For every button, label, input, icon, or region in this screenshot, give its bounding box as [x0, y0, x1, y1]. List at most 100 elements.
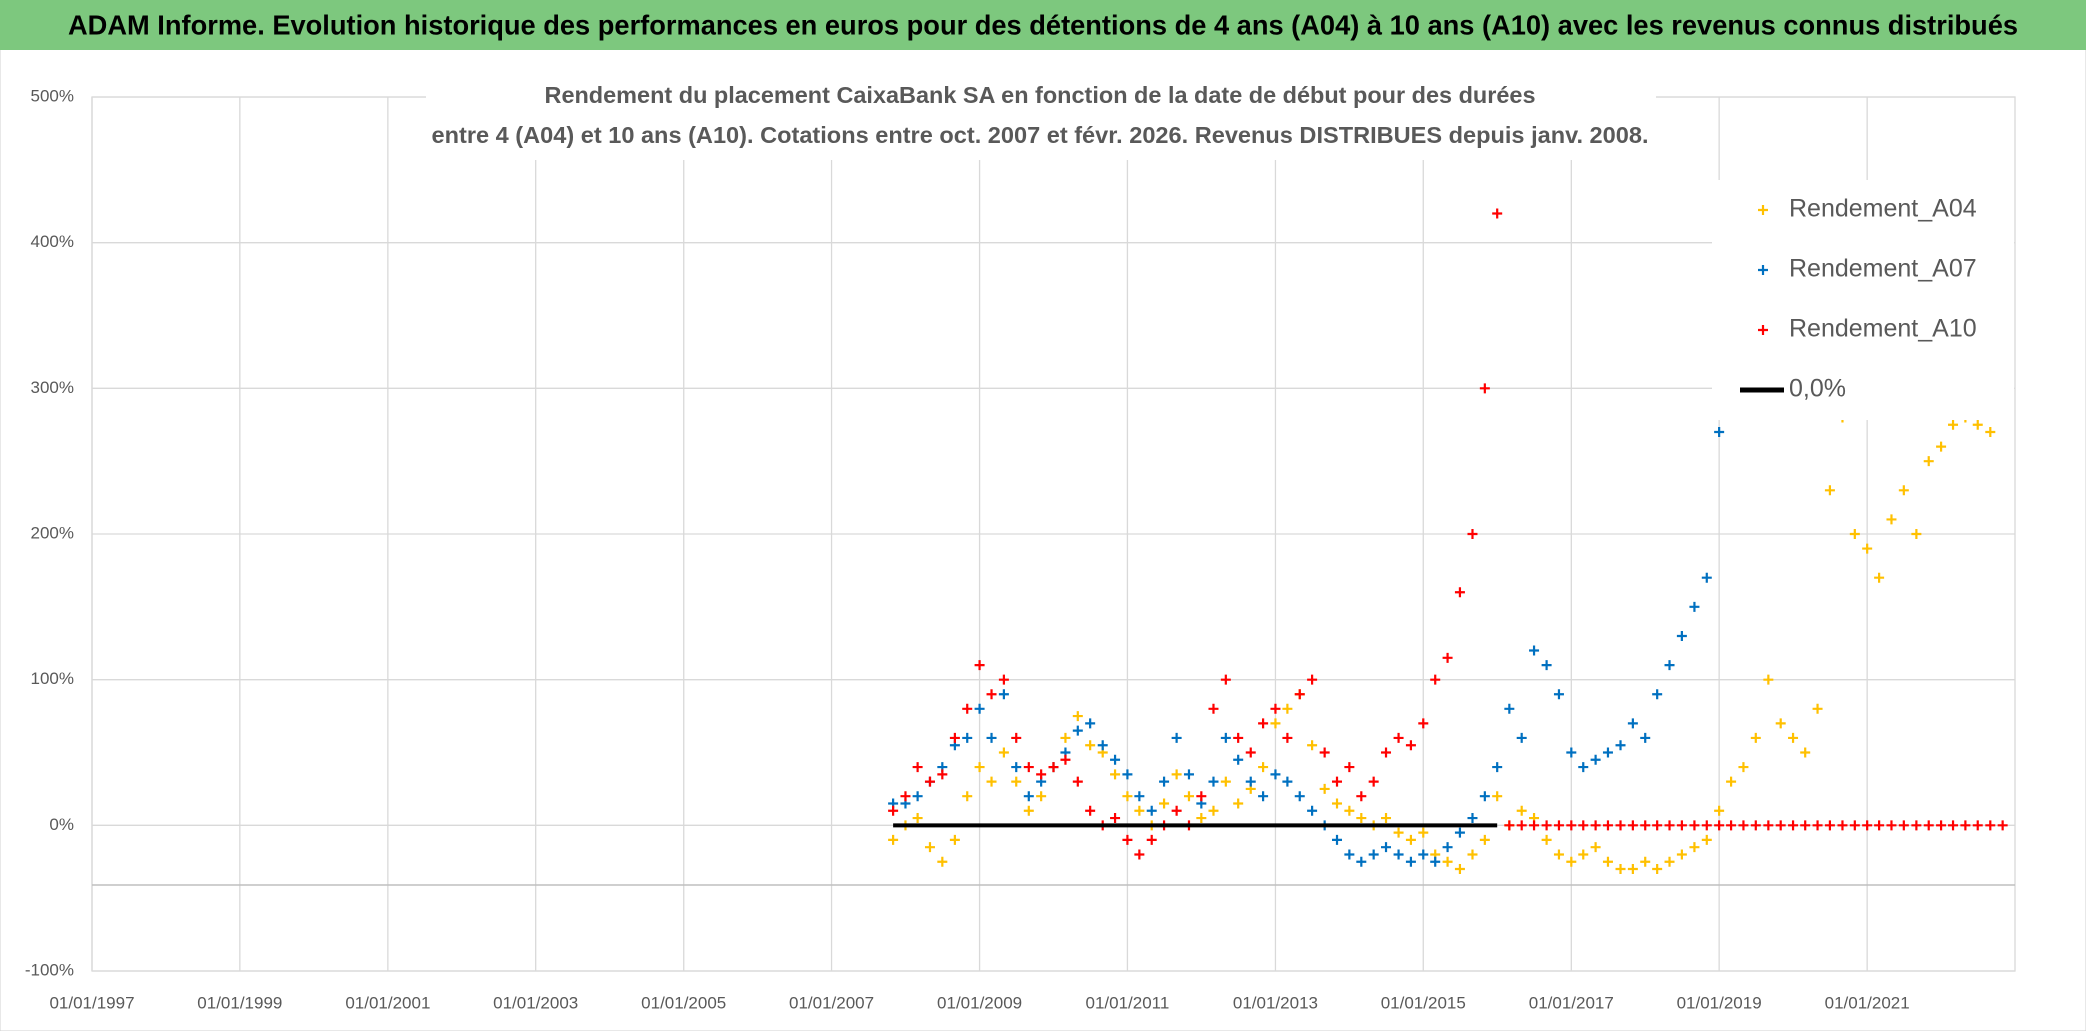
point	[912, 762, 923, 773]
point	[986, 732, 997, 743]
point	[1072, 711, 1083, 722]
point	[974, 703, 985, 714]
point	[1085, 718, 1096, 729]
point	[1775, 718, 1786, 729]
point	[1048, 762, 1059, 773]
point	[1332, 776, 1343, 787]
point	[1640, 856, 1651, 867]
point	[1874, 820, 1885, 831]
point	[1985, 820, 1996, 831]
point	[1788, 732, 1799, 743]
point	[1270, 769, 1281, 780]
point	[986, 776, 997, 787]
point	[912, 813, 923, 824]
point	[1898, 485, 1909, 496]
point	[1874, 572, 1885, 583]
point	[1701, 820, 1712, 831]
point	[1948, 820, 1959, 831]
point	[1726, 776, 1737, 787]
point	[1726, 820, 1737, 831]
point	[1393, 827, 1404, 838]
x-tick-label: 01/01/2011	[1086, 993, 1170, 1012]
legend-marker	[1758, 265, 1768, 275]
point	[1516, 805, 1527, 816]
point	[1948, 419, 1959, 430]
point	[924, 776, 935, 787]
point	[1566, 820, 1577, 831]
point	[1701, 834, 1712, 845]
legend-label: 0,0%	[1789, 375, 1846, 403]
point	[1134, 805, 1145, 816]
point	[1763, 674, 1774, 685]
point	[1714, 820, 1725, 831]
point	[1676, 630, 1687, 641]
point	[1233, 798, 1244, 809]
point	[949, 834, 960, 845]
legend-marker	[1758, 205, 1768, 215]
point	[1652, 689, 1663, 700]
point	[1307, 674, 1318, 685]
x-tick-label: 01/01/2017	[1529, 993, 1614, 1012]
y-tick-label: 200%	[31, 523, 74, 542]
point	[1529, 645, 1540, 656]
x-tick-label: 01/01/2009	[937, 993, 1022, 1012]
legend-label: Rendement_A10	[1789, 315, 1977, 343]
point	[986, 689, 997, 700]
point	[1664, 856, 1675, 867]
point	[1023, 791, 1034, 802]
point	[1011, 732, 1022, 743]
point	[1270, 703, 1281, 714]
point	[912, 791, 923, 802]
point	[1418, 849, 1429, 860]
x-tick-label: 01/01/2015	[1381, 993, 1466, 1012]
point	[1492, 208, 1503, 219]
point	[1011, 776, 1022, 787]
point	[1923, 820, 1934, 831]
point	[1233, 732, 1244, 743]
point	[1307, 740, 1318, 751]
point	[1381, 813, 1392, 824]
point	[1566, 747, 1577, 758]
point	[1516, 820, 1527, 831]
point	[1812, 703, 1823, 714]
point	[1208, 703, 1219, 714]
point	[1171, 805, 1182, 816]
point	[1319, 747, 1330, 758]
point	[1442, 856, 1453, 867]
point	[1393, 732, 1404, 743]
point	[1110, 754, 1121, 765]
x-tick-label: 01/01/1999	[197, 993, 282, 1012]
point	[1036, 791, 1047, 802]
point	[1800, 820, 1811, 831]
point	[1023, 762, 1034, 773]
point	[1590, 820, 1601, 831]
point	[1590, 754, 1601, 765]
point	[888, 834, 899, 845]
point	[1233, 754, 1244, 765]
x-tick-label: 01/01/2019	[1677, 993, 1762, 1012]
point	[1418, 827, 1429, 838]
point	[1159, 776, 1170, 787]
point	[1467, 813, 1478, 824]
point	[1541, 820, 1552, 831]
point	[962, 791, 973, 802]
point	[1997, 820, 2008, 831]
point	[1800, 747, 1811, 758]
chart-subtitle: Rendement du placement CaixaBank SA en f…	[545, 82, 1536, 108]
point	[1541, 660, 1552, 671]
point	[974, 660, 985, 671]
point	[1714, 427, 1725, 438]
point	[1245, 747, 1256, 758]
point	[1282, 776, 1293, 787]
legend-marker	[1758, 325, 1768, 335]
point	[1578, 849, 1589, 860]
point	[1393, 849, 1404, 860]
y-tick-label: 400%	[31, 232, 74, 251]
point	[1578, 762, 1589, 773]
point	[1332, 798, 1343, 809]
point	[1788, 820, 1799, 831]
legend-label: Rendement_A07	[1789, 255, 1977, 283]
overlay: Rendement du placement CaixaBank SA en f…	[426, 82, 2014, 420]
point	[1615, 820, 1626, 831]
point	[1578, 820, 1589, 831]
